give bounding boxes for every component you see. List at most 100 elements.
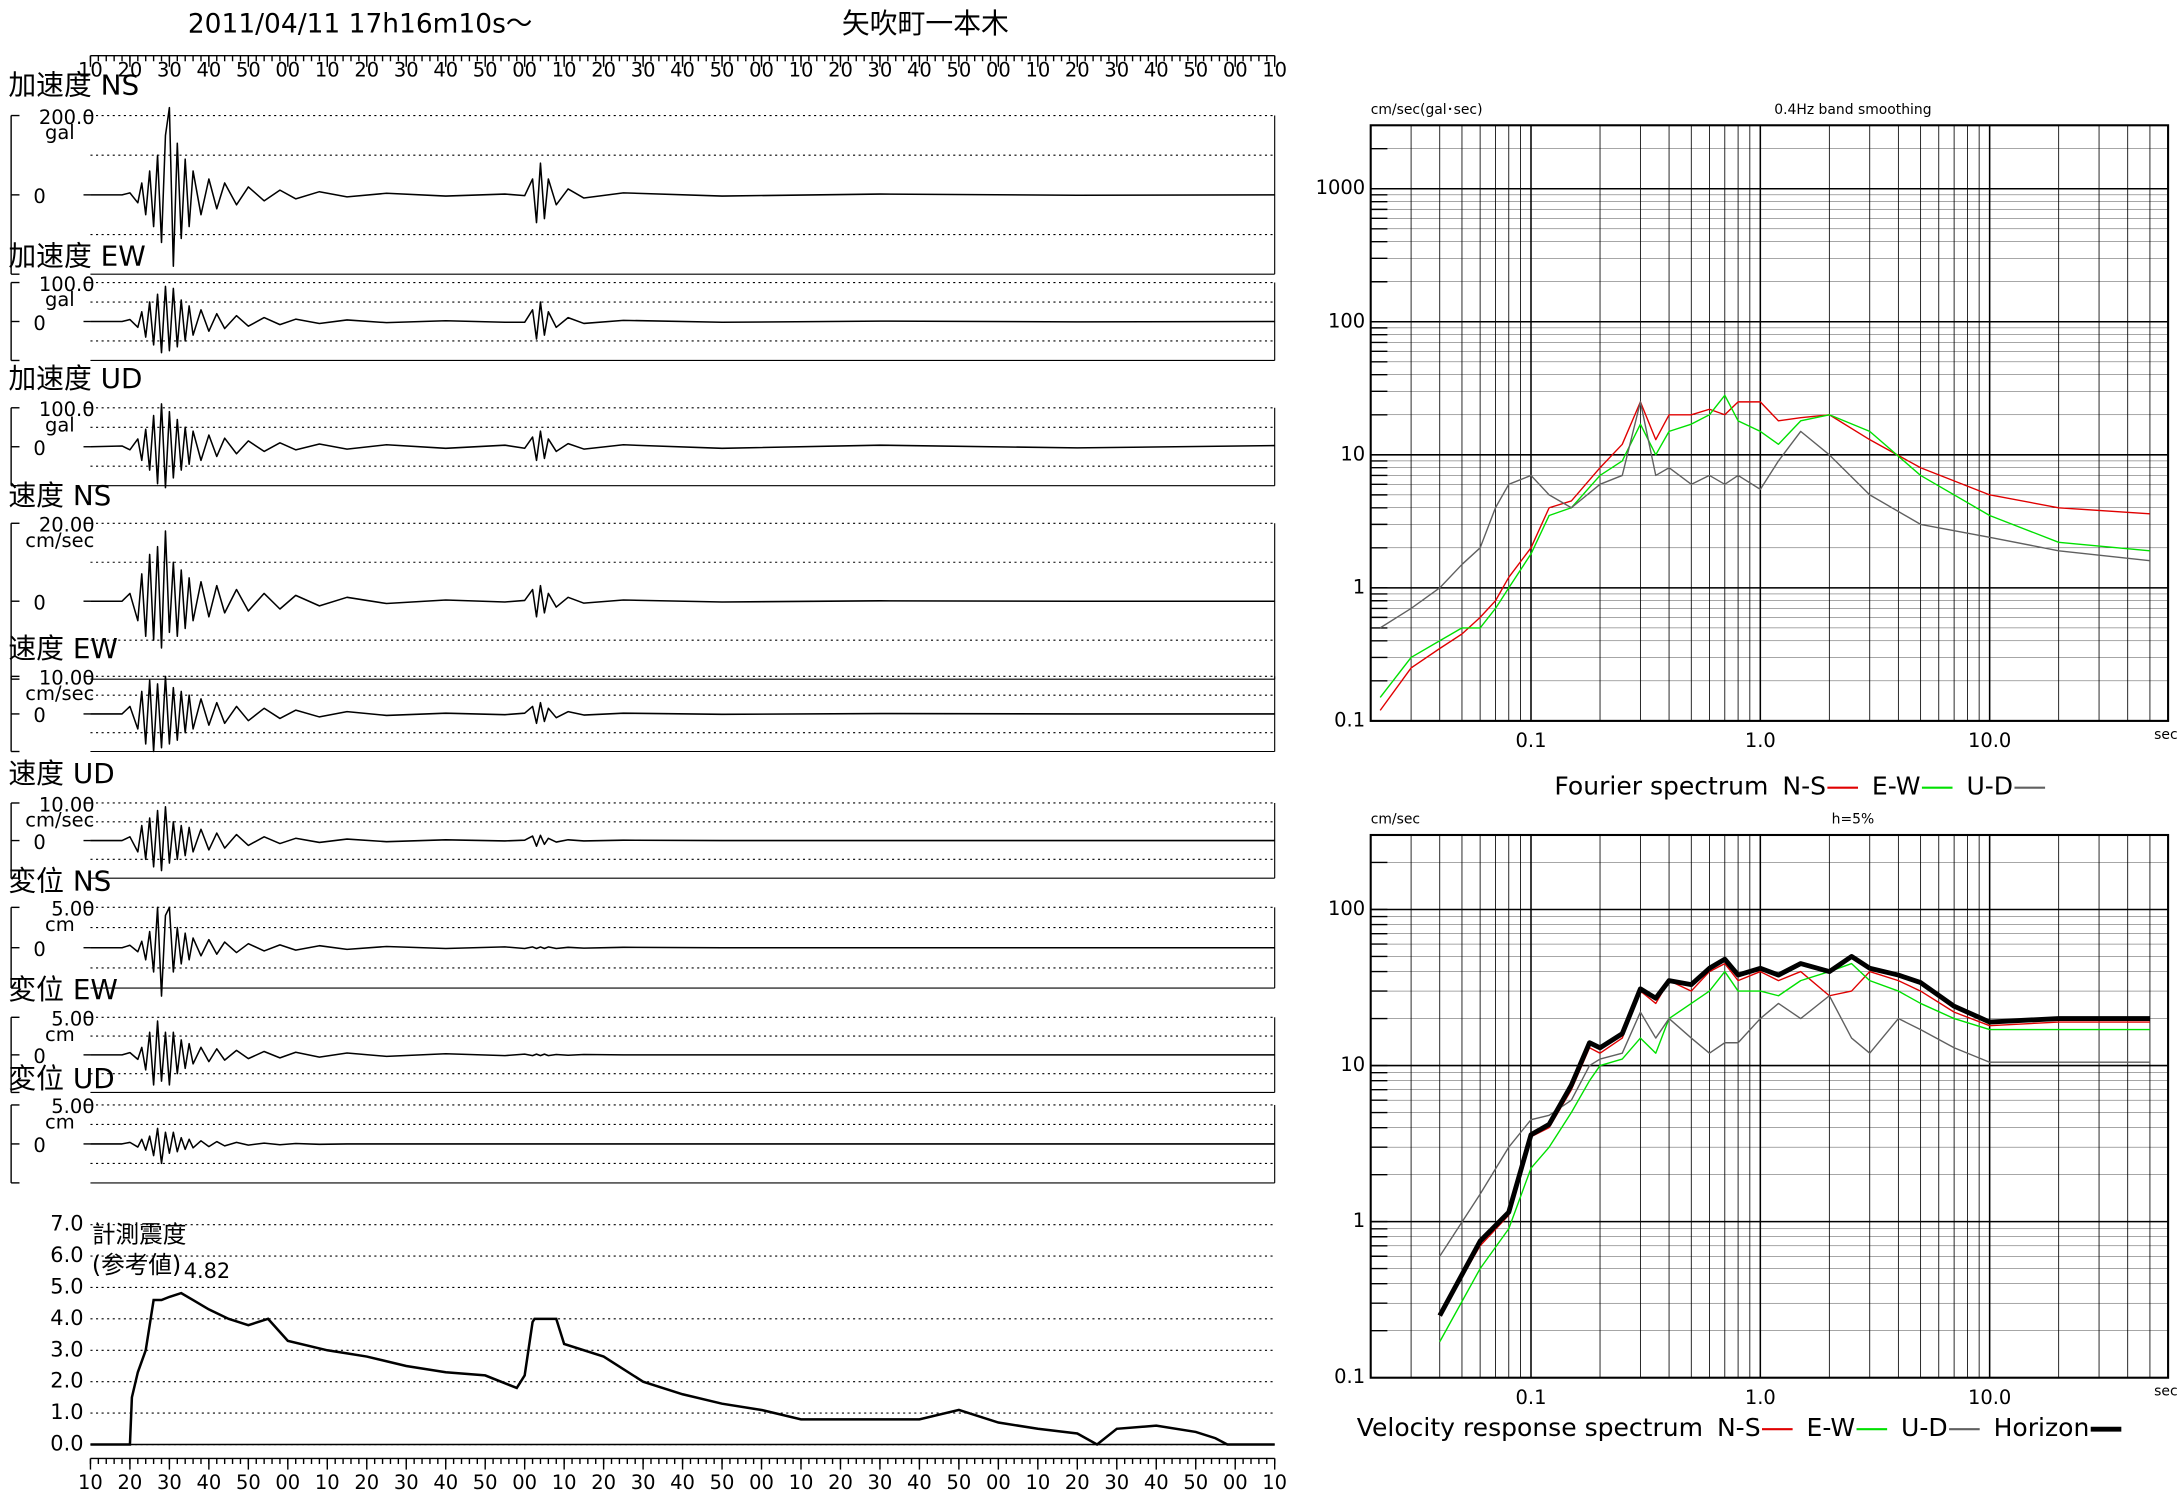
y-tick-label: 100 bbox=[1328, 309, 1365, 332]
x-axis-label: sec bbox=[2154, 1384, 2177, 1400]
panel-label: 加速度 UD bbox=[8, 362, 142, 395]
x-tick-label: 10 bbox=[315, 1471, 340, 1494]
y-tick-label: 100 bbox=[1328, 897, 1365, 920]
spectrum-line bbox=[1379, 394, 2150, 698]
x-tick-label: 30 bbox=[631, 59, 656, 82]
x-tick-label: 30 bbox=[1104, 59, 1129, 82]
station-name: 矢吹町一本木 bbox=[842, 7, 1009, 40]
y-tick-label: 5.00 bbox=[51, 1008, 94, 1031]
panel-label: 変位 EW bbox=[8, 973, 118, 1006]
x-tick-label: 10.0 bbox=[1968, 1386, 2011, 1409]
y-tick-label: 0 bbox=[33, 437, 45, 460]
chart-title: 計測震度 bbox=[92, 1220, 187, 1248]
x-tick-label: 30 bbox=[631, 1471, 656, 1494]
x-tick-label: 30 bbox=[157, 59, 182, 82]
x-tick-label: 40 bbox=[433, 1471, 458, 1494]
x-tick-label: 10 bbox=[552, 59, 577, 82]
x-tick-label: 20 bbox=[828, 1471, 853, 1494]
y-axis-label: cm/sec bbox=[1371, 812, 1420, 828]
x-tick-label: 10 bbox=[552, 1471, 577, 1494]
x-tick-label: 00 bbox=[275, 59, 300, 82]
y-tick-label: 1 bbox=[1353, 1209, 1365, 1232]
y-tick-label: 1000 bbox=[1316, 176, 1366, 199]
y-tick-label: 2.0 bbox=[50, 1369, 83, 1393]
waveform bbox=[90, 530, 1275, 649]
x-tick-label: 30 bbox=[868, 1471, 893, 1494]
panel-unit: cm bbox=[45, 1111, 75, 1134]
y-tick-label: 4.0 bbox=[50, 1306, 83, 1330]
x-tick-label: 20 bbox=[591, 59, 616, 82]
y-tick-label: 0 bbox=[33, 831, 45, 854]
y-tick-label: 10 bbox=[1340, 442, 1365, 465]
legend-title: Velocity response spectrum bbox=[1357, 1413, 1703, 1442]
y-tick-label: 0.1 bbox=[1334, 1365, 1365, 1388]
x-tick-label: 50 bbox=[473, 59, 498, 82]
waveform bbox=[90, 805, 1275, 872]
x-tick-label: 10 bbox=[315, 59, 340, 82]
x-tick-label: 00 bbox=[986, 59, 1011, 82]
x-tick-label: 10 bbox=[78, 59, 103, 82]
legend-label: Horizon bbox=[1994, 1413, 2090, 1442]
x-tick-label: 20 bbox=[354, 59, 379, 82]
panel-label: 速度 UD bbox=[8, 757, 114, 790]
x-tick-label: 00 bbox=[512, 1471, 537, 1494]
y-tick-label: 0 bbox=[33, 1045, 45, 1068]
legend-label: N-S bbox=[1717, 1413, 1761, 1442]
y-tick-label: 100.0 bbox=[39, 273, 95, 296]
x-tick-label: 40 bbox=[907, 1471, 932, 1494]
panel-label: 速度 EW bbox=[8, 632, 118, 665]
x-tick-label: 10.0 bbox=[1968, 729, 2011, 752]
y-tick-label: 10 bbox=[1340, 1053, 1365, 1076]
x-tick-label: 50 bbox=[236, 59, 261, 82]
x-tick-label: 10 bbox=[1262, 59, 1287, 82]
x-tick-label: 40 bbox=[907, 59, 932, 82]
plot-frame bbox=[1369, 833, 2170, 1379]
panel-unit: gal bbox=[45, 288, 75, 311]
x-tick-label: 10 bbox=[78, 1471, 103, 1494]
panel-unit: gal bbox=[45, 413, 75, 436]
y-tick-label: 20.00 bbox=[39, 514, 95, 537]
legend-label: E-W bbox=[1807, 1413, 1856, 1442]
x-tick-label: 10 bbox=[789, 1471, 814, 1494]
y-tick-label: 6.0 bbox=[50, 1243, 83, 1267]
x-tick-label: 50 bbox=[1183, 59, 1208, 82]
x-tick-label: 20 bbox=[118, 1471, 143, 1494]
panel-label: 変位 UD bbox=[8, 1062, 114, 1095]
x-tick-label: 30 bbox=[394, 59, 419, 82]
x-axis-label: sec bbox=[2154, 727, 2177, 743]
spectrum-line bbox=[1439, 962, 2150, 1343]
x-tick-label: 10 bbox=[1262, 1471, 1287, 1494]
spectrum-line bbox=[1379, 401, 2150, 629]
waveform bbox=[90, 1127, 1275, 1165]
x-tick-label: 50 bbox=[710, 1471, 735, 1494]
y-tick-label: 0 bbox=[33, 185, 45, 208]
waveform bbox=[90, 403, 1275, 489]
y-tick-label: 0 bbox=[33, 704, 45, 727]
y-tick-label: 5.0 bbox=[50, 1274, 83, 1298]
y-axis-label: cm/sec(gal･sec) bbox=[1371, 102, 1483, 118]
x-tick-label: 40 bbox=[670, 59, 695, 82]
x-tick-label: 30 bbox=[394, 1471, 419, 1494]
x-tick-label: 40 bbox=[1144, 59, 1169, 82]
x-tick-label: 00 bbox=[749, 59, 774, 82]
y-tick-label: 5.00 bbox=[51, 1095, 94, 1118]
legend-label: N-S bbox=[1782, 772, 1826, 801]
x-tick-label: 20 bbox=[1065, 1471, 1090, 1494]
panel-unit: cm/sec bbox=[25, 529, 94, 552]
x-tick-label: 30 bbox=[157, 1471, 182, 1494]
waveform bbox=[90, 1020, 1275, 1086]
x-tick-label: 40 bbox=[1144, 1471, 1169, 1494]
y-tick-label: 200.0 bbox=[39, 106, 95, 129]
panel-unit: cm/sec bbox=[25, 809, 94, 832]
waveform bbox=[90, 906, 1275, 997]
panel-label: 速度 NS bbox=[8, 479, 111, 512]
waveform bbox=[90, 106, 1275, 268]
x-tick-label: 10 bbox=[789, 59, 814, 82]
x-tick-label: 40 bbox=[670, 1471, 695, 1494]
x-tick-label: 50 bbox=[236, 1471, 261, 1494]
x-tick-label: 00 bbox=[1223, 1471, 1248, 1494]
x-tick-label: 20 bbox=[1065, 59, 1090, 82]
x-tick-label: 20 bbox=[118, 59, 143, 82]
x-tick-label: 1.0 bbox=[1745, 729, 1776, 752]
